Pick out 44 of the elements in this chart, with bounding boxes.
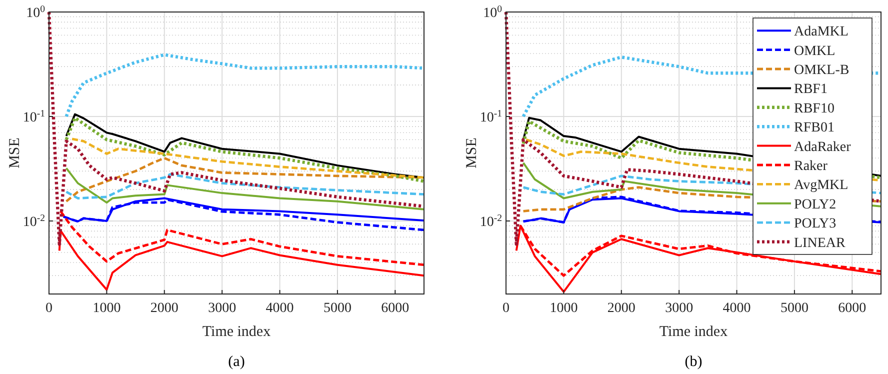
y-tick-label: 10$^{-1}$	[22, 108, 46, 126]
legend-label: RBF10	[794, 101, 834, 116]
legend-label: RBF1	[794, 82, 828, 98]
legend-label: AdaRaker	[794, 140, 852, 155]
line-series	[70, 138, 426, 179]
x-tick-label: 6000	[838, 301, 866, 316]
x-tick-label: 1000	[550, 301, 578, 316]
y-tick-label: 10$^{-2}$	[480, 212, 502, 230]
y-axis-title: MSE	[464, 138, 480, 168]
legend-label: Raker	[794, 159, 828, 174]
text: (b)	[684, 354, 702, 370]
legend-label: AvgMKL	[794, 178, 848, 194]
x-tick-label: 5000	[323, 301, 352, 316]
legend-label: LINEAR	[794, 236, 846, 251]
line-series	[65, 156, 426, 203]
x-tick-label: 3000	[208, 301, 236, 316]
x-tick-label: 0	[46, 301, 52, 316]
y-tick-label: 10$^{-2}$	[22, 212, 46, 230]
legend-label: OMKL	[794, 44, 836, 59]
legend-label: OMKL-B	[794, 63, 850, 78]
legend-label: AdaMKL	[794, 24, 848, 40]
x-tick-label: 2000	[150, 301, 178, 316]
line-series	[65, 167, 425, 210]
y-axis-title: MSE	[7, 138, 23, 168]
x-tick-label: 4000	[266, 301, 294, 316]
x-axis-title: Time index	[659, 324, 728, 340]
x-tick-label: 0	[502, 301, 510, 316]
y-tick-label: 10$^{0}$	[483, 4, 502, 21]
y-tick-label: 10$^{-1}$	[480, 108, 502, 126]
x-tick-label: 3000	[665, 301, 694, 316]
line-series	[59, 210, 426, 266]
legend-label: POLY3	[794, 216, 836, 232]
x-tick-label: 1000	[92, 301, 121, 316]
x-tick-label: 4000	[722, 301, 751, 316]
x-tick-label: 6000	[381, 301, 410, 316]
legend-label: RFB01	[794, 120, 834, 136]
y-tick-label: 10$^{0}$	[26, 4, 46, 21]
x-tick-label: 5000	[780, 301, 808, 316]
legend-label: POLY2	[794, 197, 836, 212]
x-tick-label: 2000	[607, 301, 636, 316]
text: (a)	[228, 354, 245, 370]
line-series	[65, 173, 426, 200]
x-axis-title: Time index	[202, 324, 272, 340]
line-series	[58, 230, 425, 291]
